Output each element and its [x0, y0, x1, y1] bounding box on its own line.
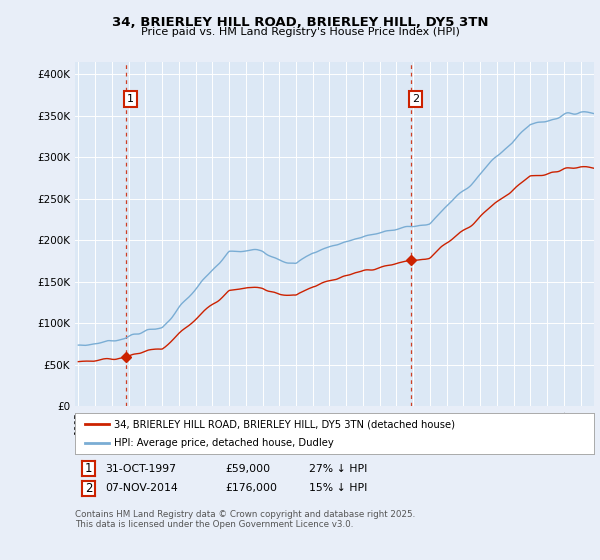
Text: 31-OCT-1997: 31-OCT-1997	[105, 464, 176, 474]
Text: 15% ↓ HPI: 15% ↓ HPI	[309, 483, 367, 493]
Text: Contains HM Land Registry data © Crown copyright and database right 2025.
This d: Contains HM Land Registry data © Crown c…	[75, 510, 415, 529]
Text: £176,000: £176,000	[225, 483, 277, 493]
Text: 27% ↓ HPI: 27% ↓ HPI	[309, 464, 367, 474]
Text: 1: 1	[127, 94, 134, 104]
Text: 34, BRIERLEY HILL ROAD, BRIERLEY HILL, DY5 3TN: 34, BRIERLEY HILL ROAD, BRIERLEY HILL, D…	[112, 16, 488, 29]
Text: Price paid vs. HM Land Registry's House Price Index (HPI): Price paid vs. HM Land Registry's House …	[140, 27, 460, 37]
Text: 2: 2	[412, 94, 419, 104]
Text: 2: 2	[85, 482, 92, 495]
Text: 07-NOV-2014: 07-NOV-2014	[105, 483, 178, 493]
Text: 1: 1	[85, 462, 92, 475]
Text: 34, BRIERLEY HILL ROAD, BRIERLEY HILL, DY5 3TN (detached house): 34, BRIERLEY HILL ROAD, BRIERLEY HILL, D…	[114, 419, 455, 429]
Text: £59,000: £59,000	[225, 464, 270, 474]
Text: HPI: Average price, detached house, Dudley: HPI: Average price, detached house, Dudl…	[114, 438, 334, 447]
